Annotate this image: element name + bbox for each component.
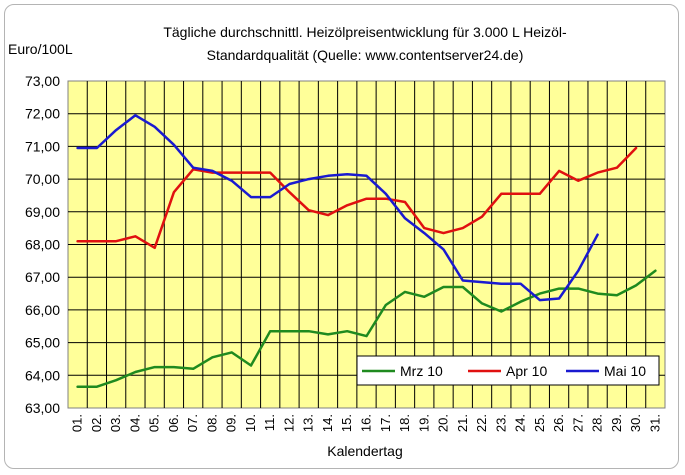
series-line-3 [76, 114, 599, 302]
chart-title-line-1: Tägliche durchschnittl. Heizölpreisentwi… [163, 24, 567, 40]
x-tick-label: 21. [455, 414, 470, 432]
x-tick-label: 25. [532, 414, 547, 432]
y-tick-label: 73,00 [25, 73, 60, 89]
chart-title-line-2: Standardqualität (Quelle: www.contentser… [207, 47, 524, 63]
series-line-1 [76, 269, 657, 388]
y-tick-label: 70,00 [25, 171, 60, 187]
grid-lines [68, 81, 665, 408]
legend-label-3: Mai 10 [604, 363, 646, 379]
x-tick-label: 24. [513, 414, 528, 432]
y-axis-label: Euro/100L [8, 41, 73, 57]
x-tick-label: 02. [89, 414, 104, 432]
x-tick-label: 29. [609, 414, 624, 432]
x-tick-label: 18. [397, 414, 412, 432]
x-tick-label: 13. [301, 414, 316, 432]
legend: Mrz 10 Apr 10 Mai 10 [356, 355, 660, 386]
x-tick-label: 15. [339, 414, 354, 432]
x-tick-label: 04. [127, 414, 142, 432]
chart-title: Tägliche durchschnittl. Heizölpreisentwi… [163, 24, 567, 63]
y-tick-label: 67,00 [25, 269, 60, 285]
series-line-2 [76, 146, 638, 250]
x-tick-label: 12. [281, 414, 296, 432]
y-tick-label: 69,00 [25, 204, 60, 220]
x-axis-label: Kalendertag [327, 443, 403, 459]
y-tick-label: 64,00 [25, 367, 60, 383]
x-tick-label: 28. [590, 414, 605, 432]
x-tick-label: 23. [493, 414, 508, 432]
x-tick-label: 05. [147, 414, 162, 432]
y-axis-ticks: 63,00 64,00 65,00 66,00 67,00 68,00 69,00 70,00… [25, 73, 60, 416]
x-tick-label: 30. [628, 414, 643, 432]
x-tick-label: 27. [570, 414, 585, 432]
x-tick-label: 06. [166, 414, 181, 432]
y-tick-label: 63,00 [25, 400, 60, 416]
x-tick-label: 11. [262, 414, 277, 431]
y-tick-label: 68,00 [25, 237, 60, 253]
x-tick-label: 09. [224, 414, 239, 432]
x-tick-label: 31. [647, 414, 662, 432]
series-lines [76, 114, 657, 388]
x-tick-label: 20. [436, 414, 451, 432]
x-tick-label: 14. [320, 414, 335, 432]
x-tick-label: 26. [551, 414, 566, 432]
x-tick-label: 01. [70, 414, 85, 432]
x-tick-label: 17. [378, 414, 393, 432]
legend-label-2: Apr 10 [506, 363, 547, 379]
x-axis-ticks: 01. 02. 03. 04. 05. 06. 07. 08. 09. 10. 11. 12. 13. 1… [70, 414, 663, 432]
x-tick-label: 08. [204, 414, 219, 432]
x-tick-label: 16. [359, 414, 374, 432]
y-tick-label: 66,00 [25, 302, 60, 318]
x-tick-label: 19. [416, 414, 431, 432]
x-tick-label: 07. [185, 414, 200, 432]
y-tick-label: 72,00 [25, 106, 60, 122]
x-tick-label: 22. [474, 414, 489, 432]
y-tick-label: 71,00 [25, 138, 60, 154]
x-tick-label: 03. [108, 414, 123, 432]
x-tick-label: 10. [243, 414, 258, 432]
legend-box [356, 355, 660, 386]
legend-label-1: Mrz 10 [400, 363, 443, 379]
y-tick-label: 65,00 [25, 335, 60, 351]
